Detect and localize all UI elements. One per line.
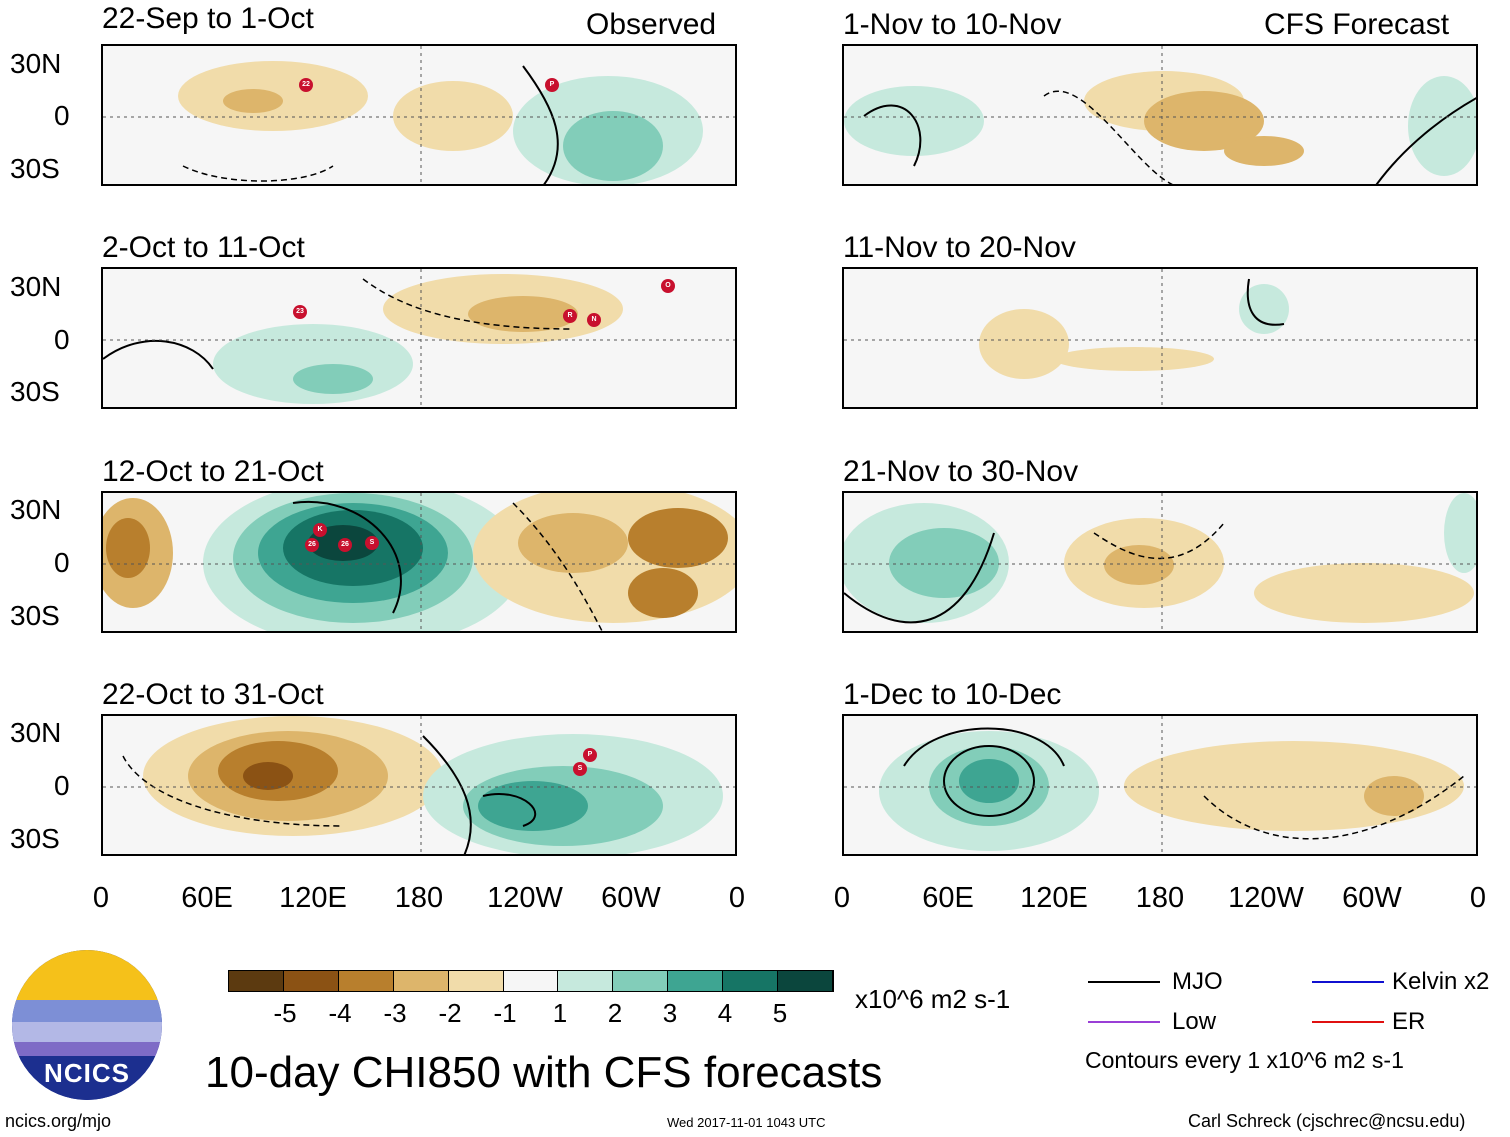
storm-marker: 23 [293, 305, 307, 319]
storm-marker: N [587, 313, 601, 327]
storm-marker: K [313, 523, 327, 537]
lat-30n: 30N [10, 271, 62, 302]
main-title: 10-day CHI850 with CFS forecasts [205, 1048, 883, 1097]
colorbar-label: -2 [438, 998, 462, 1028]
lon-label: 60E [922, 882, 974, 914]
storm-marker: P [583, 748, 597, 762]
colorbar-swatch [613, 971, 669, 991]
map-panel-obs-4: P S [101, 714, 737, 856]
lat-30s: 30S [10, 823, 60, 854]
lon-label: 180 [394, 882, 444, 914]
lon-label: 120E [1020, 882, 1088, 914]
colorbar-swatch [229, 971, 284, 991]
footer-timestamp: Wed 2017-11-01 1043 UTC [667, 1115, 826, 1130]
storm-marker: 26 [305, 538, 319, 552]
map-panel-fcst-3 [842, 491, 1478, 633]
map-panel-obs-2: 23 R N O [101, 267, 737, 409]
lat-30n: 30N [10, 717, 62, 748]
lon-label: 60W [601, 882, 661, 914]
lon-label: 60W [1342, 882, 1402, 914]
lat-0: 0 [54, 770, 70, 801]
lat-30n: 30N [10, 494, 62, 525]
storm-marker: 26 [338, 538, 352, 552]
lat-30s: 30S [10, 600, 60, 631]
colorbar-label: -3 [383, 998, 407, 1028]
panel-title-obs-4: 22-Oct to 31-Oct [102, 678, 324, 711]
observed-header: Observed [586, 8, 717, 41]
lat-0: 0 [54, 324, 70, 355]
forecast-header: CFS Forecast [1264, 8, 1450, 41]
map-panel-fcst-4 [842, 714, 1478, 856]
colorbar-swatch [448, 971, 504, 991]
storm-marker: 22 [299, 78, 313, 92]
lon-label: 0 [92, 882, 110, 914]
lon-label: 180 [1135, 882, 1185, 914]
legend-label-kelvin: Kelvin x2 [1392, 968, 1490, 995]
panel-title-fcst-3: 21-Nov to 30-Nov [843, 455, 1079, 488]
panel-title-obs-3: 12-Oct to 21-Oct [102, 455, 324, 488]
map-panel-fcst-2 [842, 267, 1478, 409]
colorbar-swatch [778, 971, 833, 991]
lon-label: 0 [833, 882, 851, 914]
colorbar-label: 1 [552, 998, 568, 1028]
lon-label: 120W [487, 882, 563, 914]
footer-url[interactable]: ncics.org/mjo [5, 1111, 112, 1131]
colorbar-label: -1 [493, 998, 517, 1028]
colorbar-swatch [558, 971, 614, 991]
storm-marker: S [365, 536, 379, 550]
legend-label-low: Low [1172, 1008, 1217, 1035]
legend-line-mjo [1088, 981, 1160, 983]
lat-30n: 30N [10, 48, 62, 79]
lat-30s: 30S [10, 376, 60, 407]
lat-30s: 30S [10, 153, 60, 184]
legend-label-mjo: MJO [1172, 968, 1223, 995]
colorbar-swatch [393, 971, 449, 991]
panel-title-fcst-1: 1-Nov to 10-Nov [843, 8, 1062, 41]
panel-title-fcst-2: 11-Nov to 20-Nov [843, 231, 1076, 264]
colorbar-swatch [723, 971, 779, 991]
lon-label: 120W [1228, 882, 1304, 914]
lat-0: 0 [54, 547, 70, 578]
colorbar-label: 4 [717, 998, 733, 1028]
legend-line-er [1312, 1021, 1384, 1023]
colorbar-label: 2 [607, 998, 623, 1028]
map-panel-obs-1: 22 P [101, 44, 737, 186]
lon-label: 120E [279, 882, 347, 914]
ncics-logo: NCICS [12, 950, 162, 1100]
panel-title-fcst-4: 1-Dec to 10-Dec [843, 678, 1062, 711]
legend-line-kelvin [1312, 981, 1384, 983]
storm-marker: P [545, 78, 559, 92]
contours-note: Contours every 1 x10^6 m2 s-1 [1085, 1047, 1404, 1073]
colorbar-swatch [283, 971, 339, 991]
colorbar-label: -4 [328, 998, 352, 1028]
colorbar-swatch [338, 971, 394, 991]
map-panel-obs-3: K 26 26 S [101, 491, 737, 633]
legend-label-er: ER [1392, 1008, 1426, 1035]
lon-label: 60E [181, 882, 233, 914]
colorbar-label: 5 [772, 998, 788, 1028]
lon-label: 0 [1469, 882, 1487, 914]
colorbar-units: x10^6 m2 s-1 [855, 984, 1011, 1014]
colorbar-label: -5 [273, 998, 297, 1028]
colorbar-swatch [668, 971, 724, 991]
panel-title-obs-1: 22-Sep to 1-Oct [102, 2, 314, 35]
storm-marker: S [573, 762, 587, 776]
map-panel-fcst-1 [842, 44, 1478, 186]
colorbar-swatches [228, 970, 834, 992]
colorbar-label: 3 [662, 998, 678, 1028]
colorbar-swatch [503, 971, 559, 991]
panel-title-obs-2: 2-Oct to 11-Oct [102, 231, 305, 264]
ncics-logo-text: NCICS [44, 1058, 130, 1088]
lon-label: 0 [728, 882, 746, 914]
footer-credit: Carl Schreck (cjschrec@ncsu.edu) [1188, 1111, 1466, 1131]
lat-0: 0 [54, 100, 70, 131]
storm-marker: R [563, 309, 577, 323]
storm-marker: O [661, 279, 675, 293]
legend-line-low [1088, 1021, 1160, 1023]
